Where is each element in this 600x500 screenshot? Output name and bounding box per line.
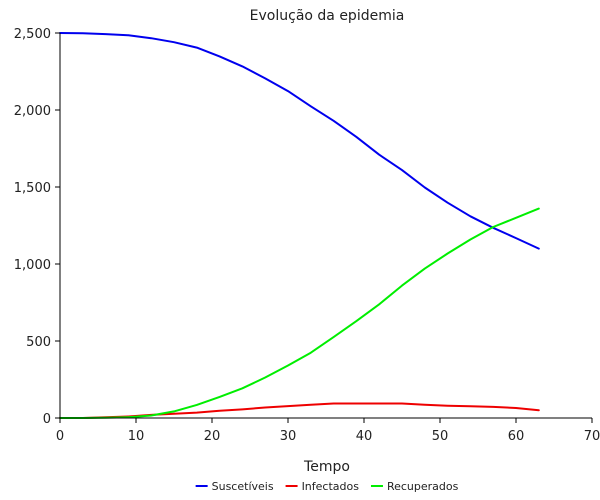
axes: 0 500 1,000 1,500 2,000 2,500 0 10 20 30 40 50 60 70 xyxy=(14,27,600,444)
y-tick-label: 500 xyxy=(26,335,51,350)
x-axis-title: Tempo xyxy=(303,459,350,475)
y-tick-label: 1,500 xyxy=(14,181,51,196)
series-line-suscetiveis xyxy=(59,32,540,250)
y-tick-label: 2,500 xyxy=(14,27,51,42)
y-tick-label: 0 xyxy=(43,412,51,427)
y-tick-label: 1,000 xyxy=(14,258,51,273)
x-tick-label: 20 xyxy=(204,429,221,444)
series-line-infectados xyxy=(59,402,540,419)
legend-label: Recuperados xyxy=(387,480,459,493)
chart-title: Evolução da epidemia xyxy=(250,8,405,24)
legend-label: Suscetíveis xyxy=(212,480,274,493)
series-layer xyxy=(59,32,540,419)
x-tick-label: 10 xyxy=(128,429,145,444)
x-tick-label: 50 xyxy=(432,429,449,444)
y-tick-label: 2,000 xyxy=(14,104,51,119)
x-tick-label: 30 xyxy=(280,429,297,444)
series-line-recuperados xyxy=(59,207,540,419)
x-tick-label: 0 xyxy=(56,429,64,444)
legend-item: Suscetíveis xyxy=(195,480,274,493)
legend-item: Recuperados xyxy=(370,480,459,493)
x-tick-label: 60 xyxy=(508,429,525,444)
x-tick-label: 40 xyxy=(356,429,373,444)
legend-item: Infectados xyxy=(285,480,360,493)
x-tick-label: 70 xyxy=(584,429,600,444)
legend-label: Infectados xyxy=(302,480,360,493)
legend: Suscetíveis Infectados Recuperados xyxy=(195,480,459,493)
